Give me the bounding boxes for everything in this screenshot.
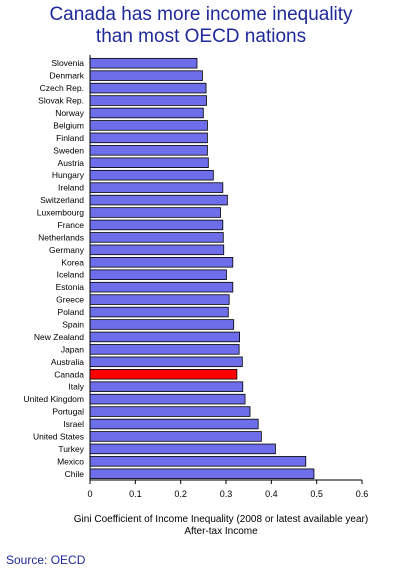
category-label: Germany bbox=[49, 245, 85, 255]
bar-turkey bbox=[89, 443, 276, 455]
bar-japan bbox=[89, 344, 240, 355]
x-tick-label: 0.5 bbox=[310, 489, 323, 499]
category-label: Canada bbox=[54, 369, 84, 379]
bar-italy bbox=[89, 381, 244, 392]
category-label: Hungary bbox=[52, 170, 85, 180]
category-label: Chile bbox=[65, 469, 85, 479]
chart-title-line-2: than most OECD nations bbox=[95, 26, 307, 47]
category-label: Greece bbox=[56, 295, 84, 305]
category-label: Austria bbox=[58, 158, 85, 168]
category-label: Turkey bbox=[58, 444, 84, 454]
bar-finland bbox=[89, 132, 208, 144]
bar-chile bbox=[89, 468, 315, 480]
category-label: Netherlands bbox=[38, 232, 84, 242]
bar-switzerland bbox=[89, 194, 228, 206]
bar-austria bbox=[89, 157, 209, 169]
bar-hungary bbox=[89, 169, 214, 181]
bar-germany bbox=[89, 244, 225, 256]
bar-france bbox=[89, 219, 224, 231]
category-label: Luxembourg bbox=[37, 208, 85, 218]
category-label: Ireland bbox=[58, 183, 84, 193]
category-label: Belgium bbox=[53, 120, 84, 130]
category-label: Australia bbox=[51, 357, 84, 367]
bar-spain bbox=[89, 319, 235, 330]
bar-poland bbox=[89, 306, 229, 318]
x-axis-label-line-1: Gini Coefficient of Income Inequality (2… bbox=[73, 514, 369, 525]
bar-norway bbox=[89, 107, 204, 119]
source-note: Source: OECD bbox=[6, 553, 86, 567]
category-label: Estonia bbox=[56, 282, 85, 292]
bar-sweden bbox=[89, 145, 208, 156]
bar-greece bbox=[89, 294, 230, 305]
x-axis-label-line-2: After-tax Income bbox=[184, 526, 258, 537]
bar-united-states bbox=[89, 431, 262, 442]
bars-group bbox=[89, 57, 315, 480]
x-tick-label: 0.1 bbox=[129, 489, 142, 499]
category-label: Slovak Rep. bbox=[38, 96, 84, 106]
category-label: Korea bbox=[61, 257, 84, 267]
category-label: United States bbox=[33, 431, 84, 441]
bar-iceland bbox=[89, 269, 227, 280]
x-tick-label: 0.2 bbox=[174, 489, 187, 499]
bar-estonia bbox=[89, 281, 234, 293]
chart-title: Canada has more income inequality than m… bbox=[0, 4, 402, 48]
bar-czech-rep- bbox=[89, 82, 207, 94]
category-label: Norway bbox=[55, 108, 85, 118]
category-label: Poland bbox=[58, 307, 85, 317]
category-label: Mexico bbox=[57, 456, 84, 466]
category-label: Switzerland bbox=[40, 195, 84, 205]
category-label: Finland bbox=[56, 133, 84, 143]
bar-chart: Slovenia Denmark Czech Rep. Slovak Rep. Norw… bbox=[24, 55, 368, 499]
category-label: Slovenia bbox=[51, 58, 84, 68]
bar-new-zealand bbox=[89, 331, 241, 343]
category-label: Japan bbox=[61, 344, 84, 354]
category-label: Sweden bbox=[53, 145, 84, 155]
chart-title-line-1: Canada has more income inequality bbox=[49, 4, 353, 25]
x-tick-label: 0.3 bbox=[220, 489, 233, 499]
x-axis-label: Gini Coefficient of Income Inequality (2… bbox=[20, 514, 402, 538]
category-label: Italy bbox=[68, 382, 84, 392]
category-label: United Kingdom bbox=[24, 394, 84, 404]
bar-denmark bbox=[89, 70, 203, 81]
bar-australia bbox=[89, 356, 243, 368]
category-label: Denmark bbox=[50, 71, 85, 81]
bar-canada bbox=[89, 368, 238, 380]
bar-united-kingdom bbox=[89, 393, 246, 405]
bar-netherlands bbox=[89, 232, 224, 243]
category-label: Spain bbox=[62, 319, 84, 329]
bar-korea bbox=[89, 257, 234, 268]
category-label: Portugal bbox=[52, 407, 84, 417]
bar-portugal bbox=[89, 406, 251, 417]
category-label: Czech Rep. bbox=[40, 83, 84, 93]
category-label: Israel bbox=[63, 419, 84, 429]
bar-luxembourg bbox=[89, 207, 221, 218]
category-labels-group: Slovenia Denmark Czech Rep. Slovak Rep. Norw… bbox=[24, 58, 85, 479]
category-label: New Zealand bbox=[34, 332, 84, 342]
category-label: Iceland bbox=[57, 270, 85, 280]
bar-israel bbox=[89, 418, 259, 430]
x-axis: 0 0.1 0.2 0.3 0.4 0.5 0.6 bbox=[87, 55, 368, 499]
x-tick-label: 0.6 bbox=[356, 489, 369, 499]
bar-mexico bbox=[89, 456, 307, 467]
category-label: France bbox=[58, 220, 85, 230]
bar-belgium bbox=[89, 120, 208, 131]
x-tick-label: 0.4 bbox=[265, 489, 278, 499]
bar-slovenia bbox=[89, 57, 198, 69]
bar-ireland bbox=[89, 182, 224, 193]
bar-slovak-rep- bbox=[89, 95, 207, 106]
x-tick-label: 0 bbox=[87, 489, 92, 499]
